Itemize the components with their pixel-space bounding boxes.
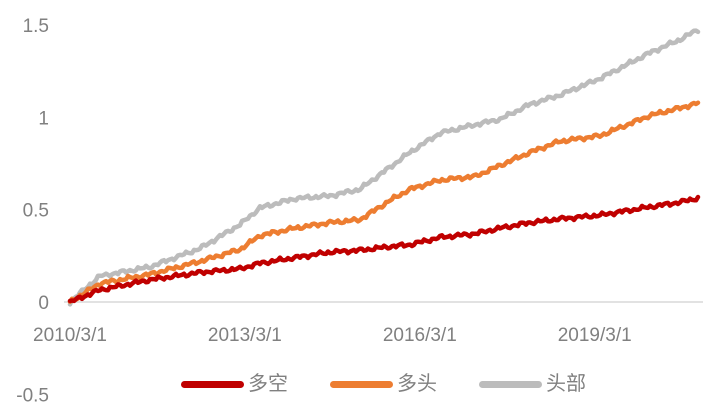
chart-legend: 多空 多头 头部: [181, 374, 586, 394]
y-tick-label: 0.5: [23, 201, 49, 222]
legend-swatch-top: [479, 380, 542, 388]
y-tick-label: -0.5: [16, 385, 49, 406]
y-tick-label: 1.5: [23, 16, 49, 37]
legend-swatch-long: [330, 380, 393, 388]
legend-item-long-short: 多空: [181, 374, 288, 394]
series-line-多头: [67, 100, 701, 304]
x-tick-label: 2019/3/1: [558, 325, 632, 346]
y-tick-label: 0: [38, 293, 49, 314]
x-tick-label: 2010/3/1: [33, 325, 107, 346]
legend-label-top: 头部: [546, 373, 586, 395]
legend-item-top: 头部: [479, 374, 586, 394]
y-tick-label: 1: [38, 108, 49, 129]
legend-label-long: 多头: [397, 373, 437, 395]
x-tick-label: 2016/3/1: [383, 325, 457, 346]
series-line-头部: [67, 28, 701, 307]
legend-swatch-long-short: [181, 380, 244, 388]
x-tick-label: 2013/3/1: [208, 325, 282, 346]
series-line-多空: [67, 194, 701, 304]
legend-item-long: 多头: [330, 374, 437, 394]
legend-label-long-short: 多空: [248, 373, 288, 395]
